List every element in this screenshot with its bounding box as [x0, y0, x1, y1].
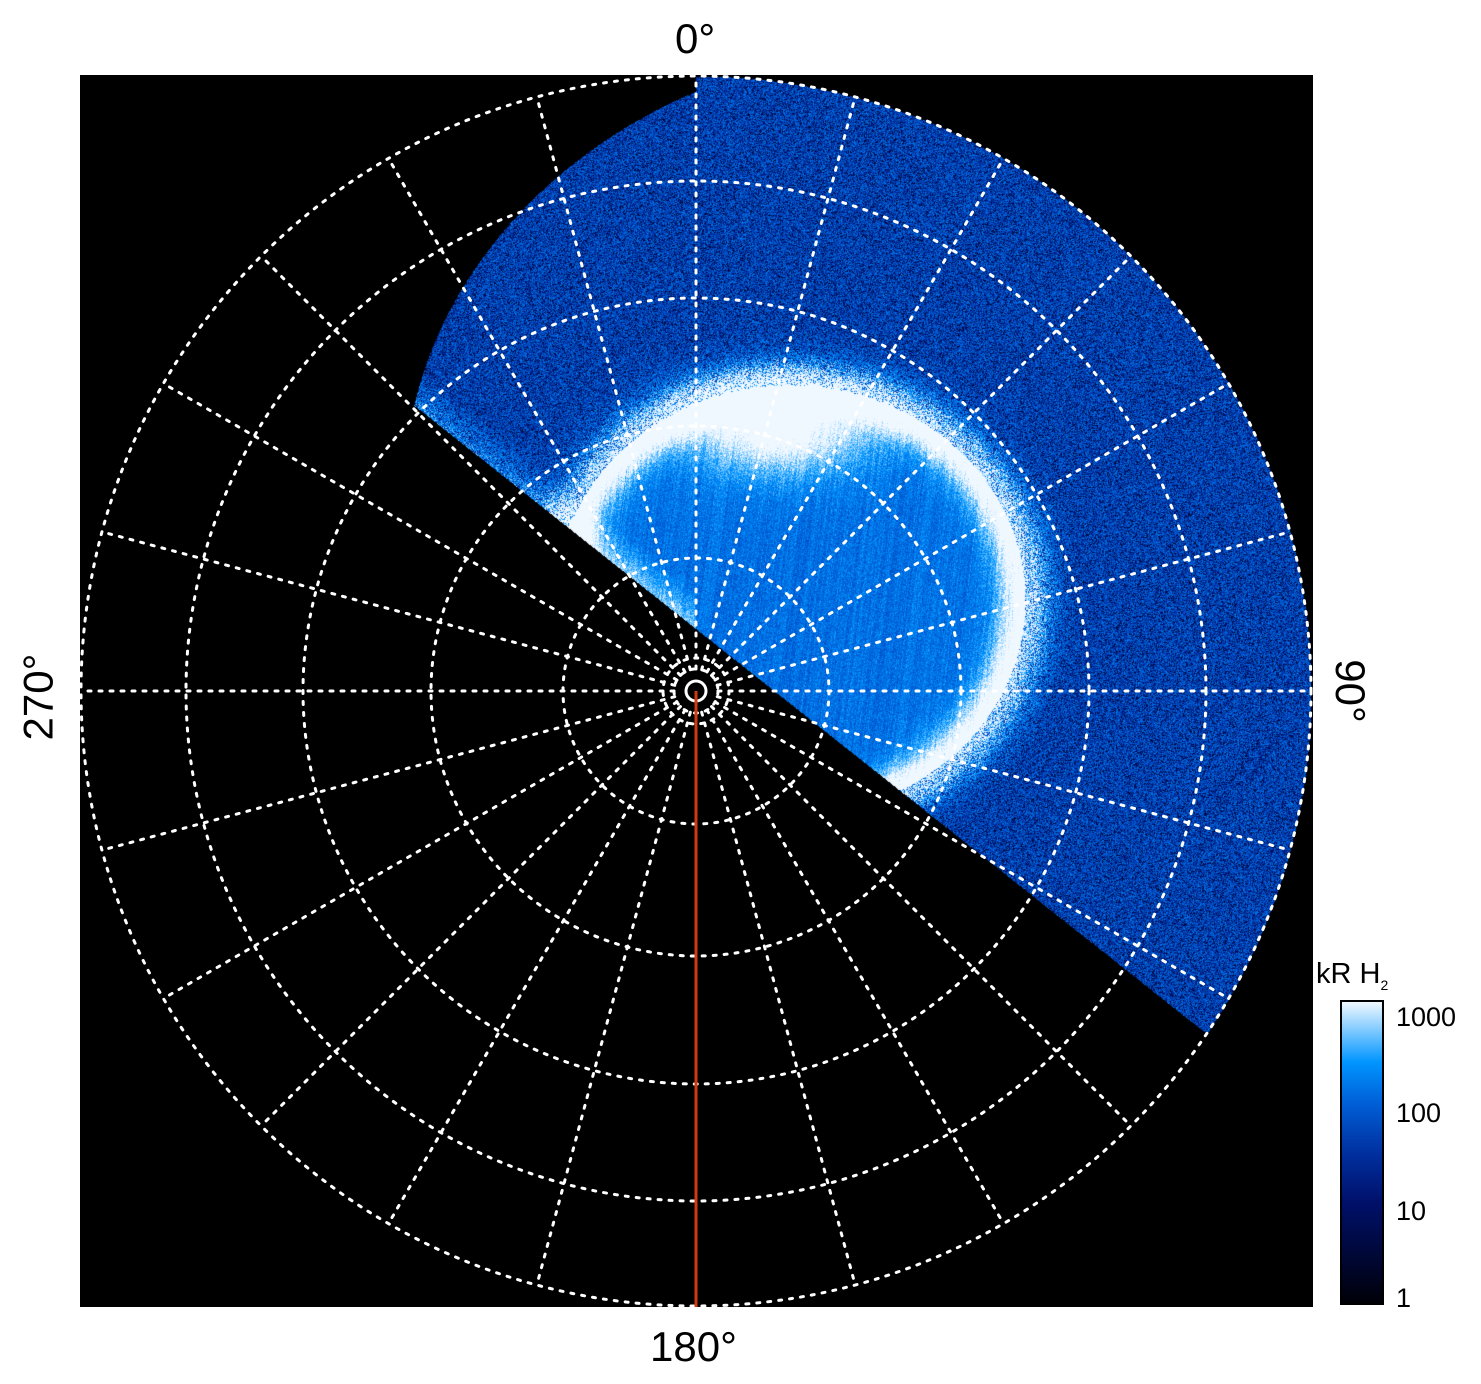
colorbar-title-subscript: 2	[1380, 976, 1389, 993]
angle-label-top: 0°	[675, 15, 716, 62]
colorbar-tick-10: 10	[1396, 1196, 1427, 1226]
meridian-line	[535, 710, 692, 1287]
colorbar	[1340, 1000, 1384, 1305]
meridian-line	[387, 156, 687, 674]
meridian-line	[715, 695, 1292, 852]
colorbar-title-text: kR H	[1316, 958, 1381, 990]
polar-grid	[80, 75, 1313, 1307]
meridian-line	[710, 705, 1133, 1128]
meridian-line	[705, 156, 1005, 674]
colorbar-tick-100: 100	[1396, 1098, 1442, 1128]
meridian-line	[535, 95, 692, 672]
colorbar-tick-1000: 1000	[1396, 1002, 1457, 1032]
meridian-line	[161, 700, 679, 1000]
meridian-line	[387, 708, 687, 1226]
meridian-line	[705, 708, 1005, 1226]
angle-label-bottom: 180°	[650, 1323, 737, 1370]
meridian-line	[710, 254, 1133, 677]
meridian-line	[713, 382, 1231, 682]
meridian-line	[161, 382, 679, 682]
latitude-circle	[80, 75, 1313, 1307]
meridian-line	[259, 254, 682, 677]
polar-plot-area	[80, 75, 1313, 1307]
angle-label-left: 270°	[14, 653, 62, 741]
meridian-line	[100, 695, 677, 852]
meridian-line	[700, 710, 857, 1287]
colorbar-tick-1: 1	[1396, 1283, 1412, 1313]
meridian-line	[715, 530, 1292, 687]
colorbar-title: kR H2	[1316, 958, 1388, 993]
meridian-line	[713, 700, 1231, 1000]
meridian-line	[700, 95, 857, 672]
angle-label-right: 90°	[1326, 659, 1374, 723]
meridian-line	[259, 705, 682, 1128]
meridian-line	[100, 530, 677, 687]
